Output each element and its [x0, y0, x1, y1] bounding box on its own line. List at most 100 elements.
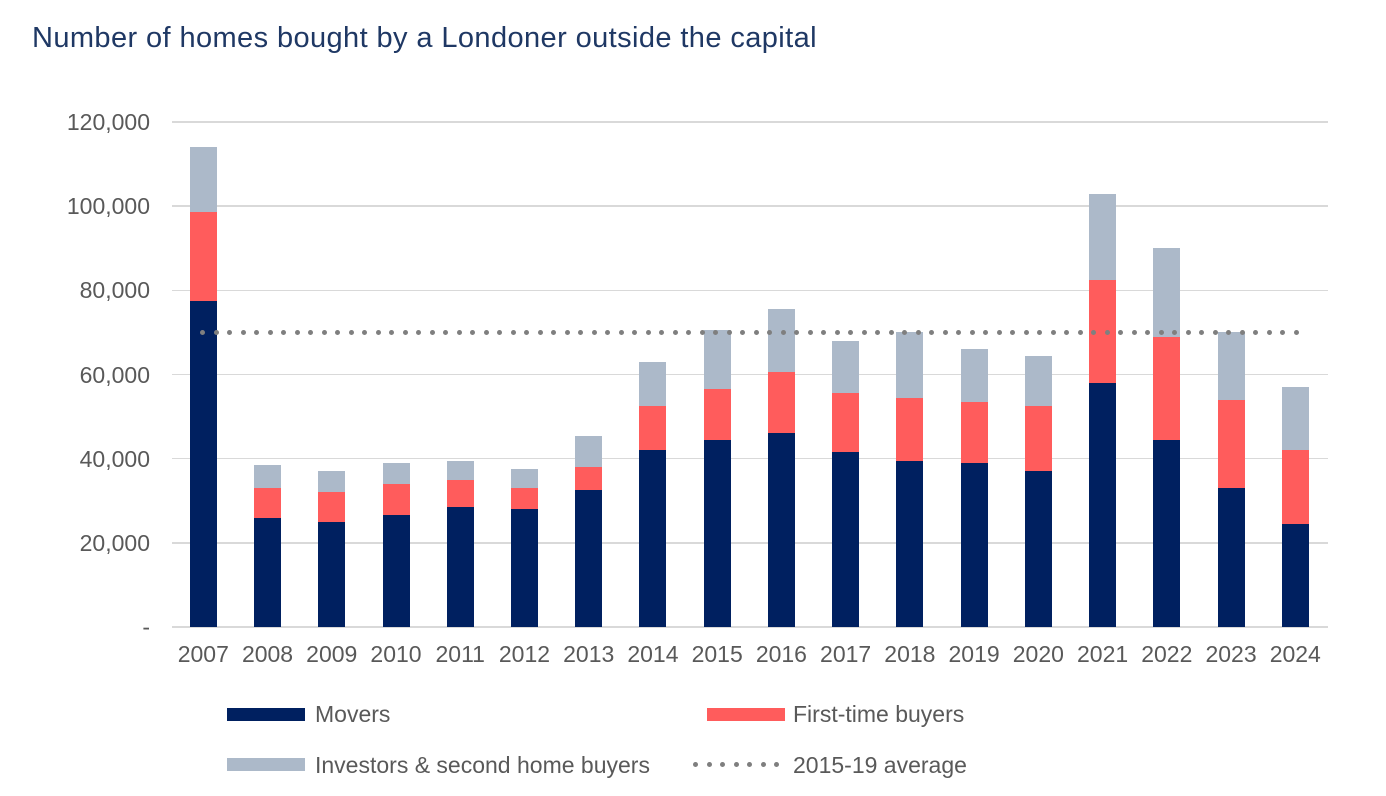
x-axis-label-2007: 2007 — [177, 641, 229, 667]
x-axis-label-2022: 2022 — [1141, 641, 1193, 667]
bar-segment-movers-2012 — [510, 509, 538, 627]
x-axis-label-2021: 2021 — [1076, 641, 1129, 667]
bar-segment-first_time_buyers-2016 — [767, 372, 795, 434]
bar-segment-movers-2021 — [1089, 382, 1117, 627]
bar-segment-movers-2019 — [960, 462, 988, 627]
legend-label-investors: Investors & second home buyers — [315, 752, 650, 778]
average-line-dot — [888, 329, 894, 335]
x-axis-label-2017: 2017 — [820, 641, 872, 667]
average-line-dot — [267, 329, 273, 335]
x-axis-label-2012: 2012 — [498, 641, 551, 667]
bar-segment-investors-2008 — [254, 464, 282, 489]
bar-segment-first_time_buyers-2019 — [960, 401, 988, 463]
average-line-dot — [821, 329, 826, 335]
average-line-dot — [1293, 329, 1299, 335]
average-line-dot — [1118, 329, 1123, 335]
average-line-dot — [659, 329, 664, 335]
bar-segment-investors-2023 — [1217, 332, 1245, 400]
average-line-dot — [834, 329, 840, 335]
x-axis-label-2019: 2019 — [948, 641, 1000, 667]
bar-segment-investors-2021 — [1089, 193, 1117, 280]
average-line-dot — [524, 329, 529, 335]
gridline-0 — [172, 625, 1328, 629]
bar-segment-investors-2009 — [318, 471, 346, 493]
bar-segment-first_time_buyers-2022 — [1153, 336, 1181, 440]
bar-segment-movers-2023 — [1217, 488, 1245, 627]
average-line-dot — [686, 329, 691, 335]
x-axis-label-2008: 2008 — [241, 641, 294, 667]
average-line-dot — [402, 329, 408, 335]
average-line-dot — [1091, 329, 1096, 335]
average-line-dot — [389, 329, 394, 335]
legend-dotted-line-sample — [693, 762, 785, 768]
bar-segment-movers-2013 — [575, 490, 603, 627]
x-axis-label-2010: 2010 — [370, 641, 422, 667]
legend-average-dot — [747, 762, 752, 767]
average-line-dot — [1185, 329, 1191, 335]
bar-segment-investors-2011 — [446, 460, 474, 480]
x-axis-label-2018: 2018 — [884, 641, 936, 667]
average-line-dot — [1172, 329, 1177, 335]
legend-label-movers: Movers — [315, 701, 391, 727]
average-line-dot — [618, 329, 624, 335]
average-line-dot — [483, 329, 489, 335]
bar-segment-movers-2007 — [189, 300, 217, 627]
bar-segment-movers-2010 — [382, 515, 410, 627]
bar-segment-investors-2014 — [639, 361, 667, 407]
average-line-dot — [1266, 329, 1272, 335]
y-axis-label-120000: 120,000 — [66, 109, 150, 135]
bar-segment-first_time_buyers-2018 — [896, 397, 924, 461]
average-line-dot — [551, 329, 556, 335]
bar-segment-movers-2022 — [1153, 439, 1181, 627]
gridline-20000 — [172, 542, 1328, 544]
bar-segment-investors-2016 — [767, 309, 795, 373]
average-line-dot — [362, 329, 367, 335]
average-line-dot — [1239, 329, 1245, 335]
gridline-120000 — [172, 121, 1328, 123]
average-line-dot — [281, 329, 286, 335]
x-axis-label-2015: 2015 — [691, 641, 743, 667]
average-line-dot — [1064, 329, 1069, 335]
bar-segment-movers-2017 — [832, 452, 860, 627]
legend-label-average: 2015-19 average — [793, 752, 967, 778]
bar-segment-movers-2020 — [1024, 471, 1052, 627]
bar-segment-investors-2012 — [510, 469, 538, 489]
average-line-dot — [321, 329, 327, 335]
bar-segment-investors-2019 — [960, 349, 988, 402]
gridline-60000 — [172, 373, 1328, 376]
average-line-dot — [497, 329, 502, 335]
average-line-dot — [983, 329, 988, 335]
average-line-dot — [780, 329, 786, 335]
average-line-dot — [1226, 329, 1231, 335]
y-axis-label-80000: 80,000 — [79, 277, 150, 304]
bar-segment-investors-2010 — [382, 462, 410, 484]
bar-segment-first_time_buyers-2008 — [254, 488, 282, 518]
bar-segment-first_time_buyers-2009 — [318, 492, 346, 522]
legend-average-dot — [733, 762, 739, 767]
x-axis-label-2011: 2011 — [435, 641, 485, 667]
legend-average-dot — [720, 762, 725, 767]
average-line-dot — [875, 329, 880, 335]
average-line-dot — [996, 329, 1002, 335]
bar-segment-movers-2009 — [318, 521, 346, 627]
average-line-dot — [794, 329, 799, 335]
bar-segment-first_time_buyers-2010 — [382, 483, 410, 516]
average-line-dot — [753, 329, 759, 335]
legend-swatch-first-time-buyers — [707, 708, 785, 721]
average-line-dot — [456, 329, 462, 335]
bar-segment-first_time_buyers-2007 — [189, 212, 217, 301]
legend-average-dot — [774, 762, 779, 767]
average-line-dot — [1104, 329, 1110, 335]
average-line-dot — [429, 329, 435, 335]
y-axis-label-100000: 100,000 — [66, 193, 150, 220]
legend-swatch-movers — [227, 708, 305, 721]
legend-swatch-investors — [227, 758, 305, 771]
average-line-dot — [605, 329, 610, 335]
average-line-dot — [1131, 329, 1137, 335]
average-line-dot — [416, 329, 421, 335]
average-line-dot — [956, 329, 961, 335]
average-line-dot — [375, 329, 381, 335]
average-line-dot — [767, 329, 772, 335]
average-line-dot — [578, 329, 583, 335]
x-axis-label-2013: 2013 — [563, 641, 615, 667]
